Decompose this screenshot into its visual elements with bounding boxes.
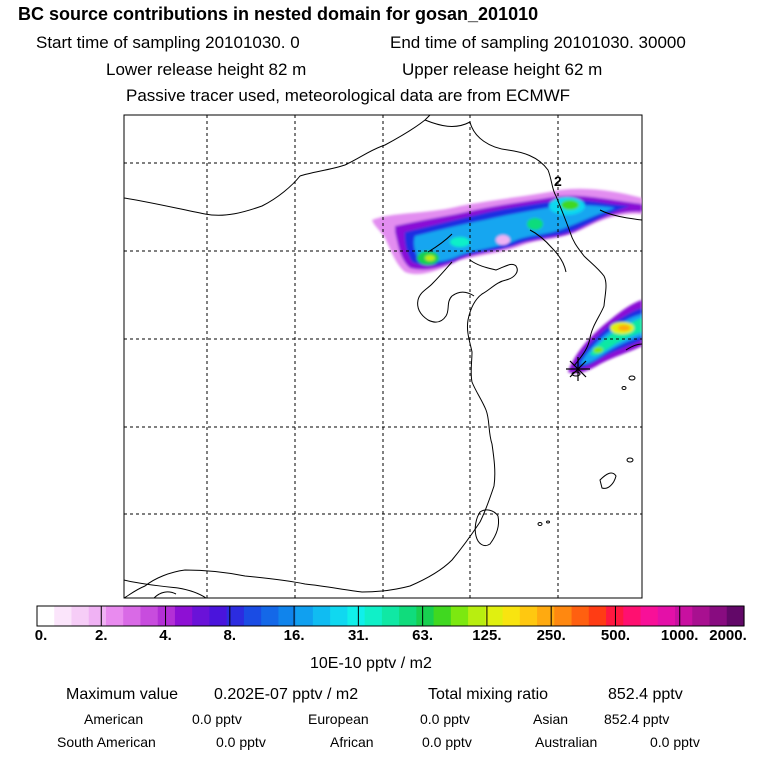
colorbar-swatch: [468, 606, 486, 626]
region-european-value: 0.0 pptv: [420, 711, 470, 727]
region-american-label: American: [84, 711, 144, 727]
colorbar-swatch: [209, 606, 228, 626]
colorbar-tick-label: 16.: [283, 627, 305, 644]
region-australian-label: Australian: [535, 734, 598, 750]
colorbar-swatch: [416, 606, 435, 626]
region-american-value: 0.0 pptv: [192, 711, 242, 727]
colorbar-tick-label: 500.: [600, 627, 631, 644]
colorbar-tick-label: 31.: [347, 627, 369, 644]
region-asian-value: 852.4 pptv: [604, 711, 670, 727]
colorbar-swatch: [347, 606, 366, 626]
colorbar-swatch: [330, 606, 348, 626]
colorbar-swatch: [726, 606, 745, 626]
colorbar-swatch: [502, 606, 521, 626]
lower-release-height-label: Lower release height 82 m: [106, 60, 307, 79]
colorbar-swatch: [88, 606, 107, 626]
tracer-note: Passive tracer used, meteorological data…: [126, 86, 571, 105]
concentration-plume-southeast: [568, 300, 642, 374]
colorbar-swatch: [692, 606, 711, 626]
colorbar-swatch: [571, 606, 590, 626]
region-african-label: African: [330, 734, 374, 750]
total-mixing-value: 852.4 pptv: [608, 686, 683, 703]
colorbar-swatch: [675, 606, 693, 626]
colorbar-swatch: [399, 606, 417, 626]
station-star-icon: [566, 357, 590, 381]
coastlines: [124, 115, 642, 598]
colorbar-swatch: [640, 606, 659, 626]
colorbar-swatch: [709, 606, 728, 626]
colorbar-swatch: [450, 606, 469, 626]
colorbar-swatch: [657, 606, 676, 626]
colorbar-swatch: [554, 606, 573, 626]
colorbar-swatch: [243, 606, 262, 626]
colorbar-swatch: [174, 606, 193, 626]
region-african-value: 0.0 pptv: [422, 734, 472, 750]
colorbar-swatch: [295, 606, 314, 626]
colorbar-swatch: [588, 606, 607, 626]
colorbar-swatch: [54, 606, 73, 626]
region-european-label: European: [308, 711, 369, 727]
colorbar-swatch: [278, 606, 297, 626]
colorbar-swatch: [537, 606, 555, 626]
colorbar-unit: 10E-10 pptv / m2: [310, 655, 432, 672]
colorbar-tick-label: 250.: [536, 627, 566, 644]
total-mixing-label: Total mixing ratio: [428, 686, 549, 703]
upper-release-height-label: Upper release height 62 m: [402, 60, 603, 79]
max-value: 0.202E-07 pptv / m2: [214, 686, 359, 703]
colorbar-tick-label: 8.: [223, 627, 237, 644]
region-asian-label: Asian: [533, 711, 569, 727]
max-value-label: Maximum value: [66, 686, 179, 703]
colorbar-tick-label: 2000.: [709, 627, 747, 644]
colorbar-swatch: [226, 606, 245, 626]
colorbar-swatch: [71, 606, 90, 626]
colorbar-frame: [36, 605, 745, 627]
end-time-label: End time of sampling 20101030. 30000: [390, 33, 686, 52]
map-panel: 2: [123, 114, 643, 599]
colorbar-tick-label: 1000.: [660, 627, 699, 644]
colorbar-swatch: [105, 606, 124, 626]
colorbar-swatch: [157, 606, 176, 626]
colorbar-swatch: [312, 606, 331, 626]
colorbar-swatch: [519, 606, 538, 626]
colorbar-swatch: [433, 606, 452, 626]
colorbar-swatch: [261, 606, 280, 626]
start-time-label: Start time of sampling 20101030. 0: [36, 33, 300, 52]
region-south-american-label: South American: [57, 734, 156, 750]
colorbar-tick-label: 4.: [159, 627, 172, 644]
colorbar-swatch: [37, 606, 55, 626]
colorbar-swatch: [123, 606, 142, 626]
colorbar-swatch: [381, 606, 400, 626]
colorbar-tick-label: 63.: [412, 627, 434, 644]
colorbar-swatch: [192, 606, 211, 626]
lat-lon-grid: [124, 115, 642, 598]
colorbar-tick-label: 0.: [34, 627, 48, 644]
contour-label: 2: [554, 173, 562, 189]
region-australian-value: 0.0 pptv: [650, 734, 700, 750]
colorbar-swatch: [364, 606, 383, 626]
colorbar-tick-label: 125.: [472, 627, 502, 644]
colorbar-tick-label: 2.: [95, 627, 108, 644]
region-south-american-value: 0.0 pptv: [216, 734, 266, 750]
colorbar: [37, 606, 745, 626]
plot-title: BC source contributions in nested domain…: [18, 4, 539, 24]
colorbar-swatch: [623, 606, 642, 626]
colorbar-swatch: [140, 606, 159, 626]
colorbar-swatch: [485, 606, 504, 626]
